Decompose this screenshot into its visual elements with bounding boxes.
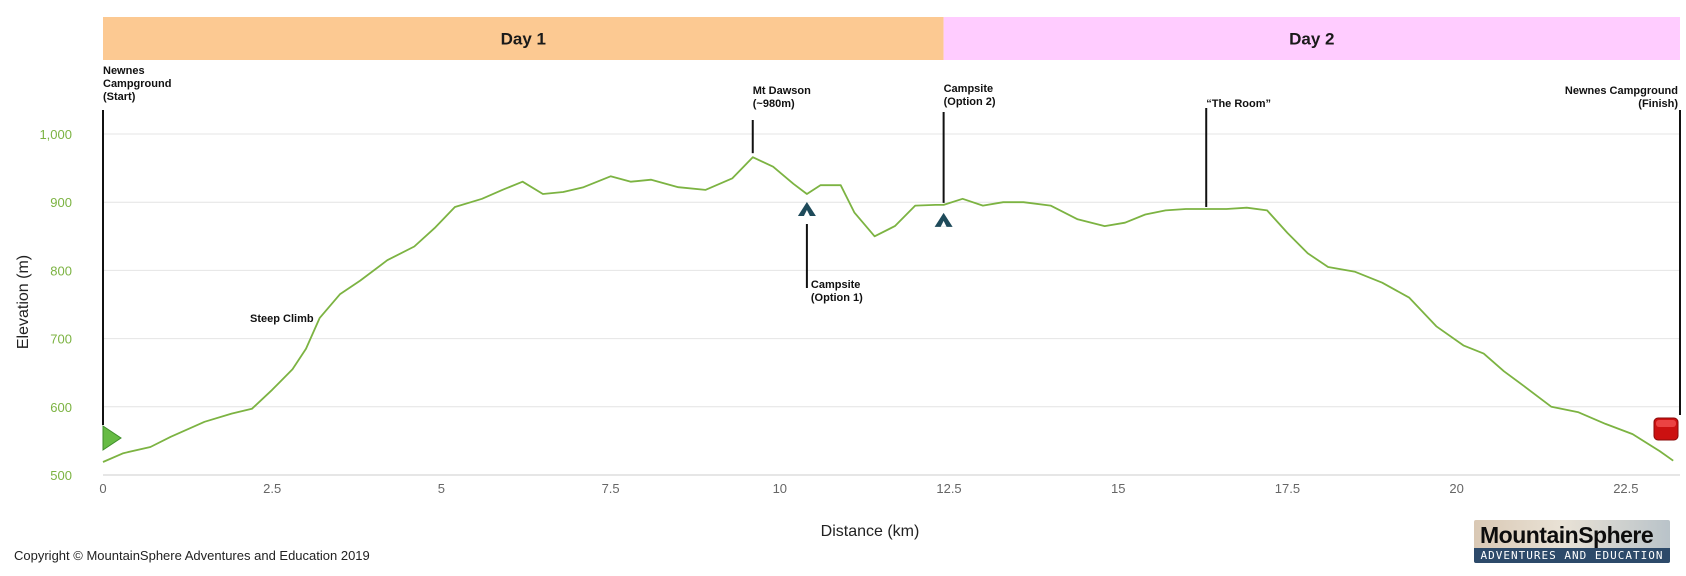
- annotation-line: Newnes: [103, 65, 145, 77]
- route-markers: [102, 202, 1679, 451]
- day-bands: Day 1 Day 2: [103, 17, 1680, 60]
- day-band-2: [943, 17, 1680, 60]
- y-tick-label: 1,000: [39, 127, 72, 142]
- x-tick-label: 5: [438, 481, 445, 496]
- annotation-leaders: [102, 108, 1681, 425]
- annotation-line: (Option 2): [944, 96, 996, 108]
- y-axis-ticks: 500 600 700 800 900 1,000: [39, 127, 72, 483]
- tent-icon: [797, 202, 816, 217]
- annotation-camp1: Campsite (Option 1): [811, 279, 863, 304]
- x-tick-label: 15: [1111, 481, 1125, 496]
- x-tick-label: 22.5: [1613, 481, 1638, 496]
- mountainsphere-logo: MountainSphere ADVENTURES AND EDUCATION: [1474, 520, 1670, 563]
- x-axis-ticks: 0 2.5 5 7.5 10 12.5 15 17.5 20 22.5: [99, 481, 1638, 496]
- annotation-line: Mt Dawson: [753, 85, 811, 97]
- logo-tagline: ADVENTURES AND EDUCATION: [1474, 548, 1670, 563]
- annotation-finish: Newnes Campground (Finish): [1565, 85, 1678, 110]
- annotation-line: Campground: [103, 78, 171, 90]
- x-tick-label: 2.5: [263, 481, 281, 496]
- x-tick-label: 20: [1449, 481, 1463, 496]
- logo-name: MountainSphere: [1480, 522, 1654, 548]
- tent-icon: [934, 212, 953, 227]
- x-axis-title: Distance (km): [821, 523, 920, 540]
- annotation-steep: Steep Climb: [250, 313, 314, 325]
- y-tick-label: 700: [50, 332, 72, 347]
- day-band-1: [103, 17, 944, 60]
- annotation-line: (Start): [103, 91, 136, 103]
- series-layer: [102, 156, 1674, 463]
- y-axis-title: Elevation (m): [15, 255, 32, 349]
- x-tick-label: 10: [773, 481, 787, 496]
- y-tick-label: 500: [50, 468, 72, 483]
- y-tick-label: 800: [50, 263, 72, 278]
- annotation-line: Campsite: [944, 83, 994, 95]
- annotation-line: (~980m): [753, 98, 795, 110]
- annotation-dawson: Mt Dawson (~980m): [753, 85, 811, 110]
- start-flag-icon: [102, 425, 122, 451]
- annotation-room: “The Room”: [1206, 98, 1271, 110]
- copyright-notice: Copyright © MountainSphere Adventures an…: [14, 548, 370, 563]
- finish-flag-highlight: [1656, 420, 1676, 427]
- x-tick-label: 12.5: [936, 481, 961, 496]
- annotation-line: “The Room”: [1206, 98, 1271, 110]
- annotation-camp2: Campsite (Option 2): [944, 83, 996, 108]
- elevation-profile-line: [102, 156, 1674, 463]
- y-tick-label: 600: [50, 400, 72, 415]
- x-tick-label: 17.5: [1275, 481, 1300, 496]
- annotation-line: Campsite: [811, 279, 861, 291]
- x-tick-label: 7.5: [602, 481, 620, 496]
- day-band-label-1: Day 1: [501, 30, 546, 49]
- annotation-labels: Newnes Campground (Start) Steep Climb Mt Daw…: [103, 65, 1678, 325]
- annotation-line: (Option 1): [811, 292, 863, 304]
- y-tick-label: 900: [50, 195, 72, 210]
- day-band-label-2: Day 2: [1289, 30, 1334, 49]
- annotation-line: Steep Climb: [250, 313, 314, 325]
- x-tick-label: 0: [99, 481, 106, 496]
- tent-door: [803, 210, 810, 217]
- grid-lines: [103, 133, 1680, 476]
- annotation-line: Newnes Campground: [1565, 85, 1678, 97]
- annotation-line: (Finish): [1638, 98, 1678, 110]
- tent-door: [940, 220, 947, 227]
- annotation-start: Newnes Campground (Start): [103, 65, 171, 103]
